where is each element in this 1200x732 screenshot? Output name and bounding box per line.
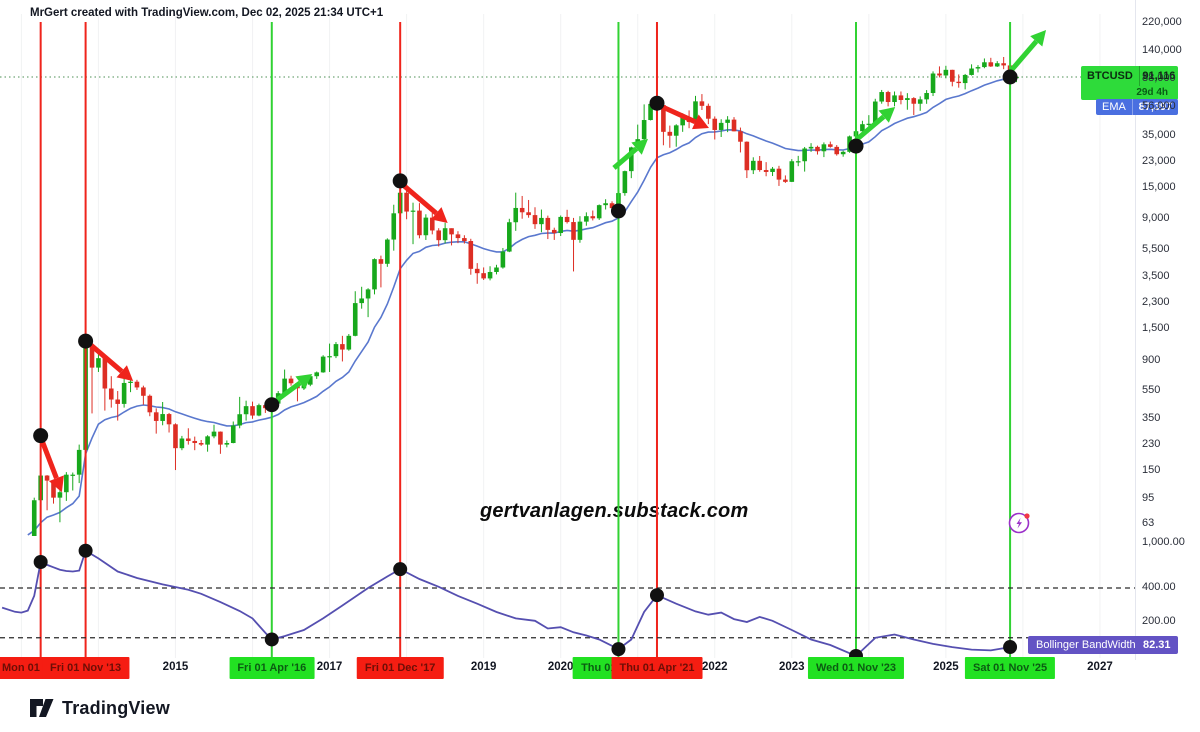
year-label[interactable]: 2015 — [162, 661, 189, 673]
pivot-dot[interactable] — [33, 428, 49, 444]
bbw-pivot-dot[interactable] — [611, 642, 626, 657]
pivot-dot[interactable] — [848, 138, 864, 154]
bbw-pivot-dot[interactable] — [33, 554, 48, 569]
price-axis-label: 23,000 — [1142, 154, 1176, 167]
last-price-value: 91,116 — [1142, 70, 1176, 82]
pivot-dot[interactable] — [649, 95, 665, 111]
chart-attribution-title: MrGert created with TradingView.com, Dec… — [30, 7, 384, 19]
trend-arrow-head[interactable] — [1030, 29, 1047, 47]
trend-arrow[interactable] — [657, 102, 697, 125]
trend-arrow[interactable] — [399, 181, 438, 216]
alert-lightning-icon[interactable] — [1007, 510, 1033, 536]
symbol-price-badge: BTCUSD 91,116 29d 4h — [1081, 66, 1178, 100]
bbw-pivot-dot[interactable] — [1003, 640, 1018, 655]
price-axis-label: 220,000 — [1142, 15, 1182, 28]
indicator-name-badge[interactable]: Bollinger BandWidth — [1028, 636, 1144, 654]
pivot-dot[interactable] — [1002, 69, 1018, 85]
price-axis-label: 140,000 — [1142, 43, 1182, 56]
trend-arrow[interactable] — [1006, 39, 1039, 76]
trend-arrow[interactable] — [84, 339, 124, 374]
price-axis-label: 63 — [1142, 517, 1155, 530]
pivot-dot[interactable] — [392, 173, 408, 189]
price-axis-label: 900 — [1142, 353, 1161, 366]
event-lines — [39, 22, 1012, 657]
symbol-label: BTCUSD — [1081, 66, 1140, 86]
price-axis-label: 1,500 — [1142, 322, 1170, 335]
bar-countdown: 29d 4h — [1136, 87, 1168, 98]
pivot-dot[interactable] — [264, 397, 280, 413]
price-axis-label: 350 — [1142, 411, 1161, 424]
bbw-pivot-dot[interactable] — [78, 543, 93, 558]
bbw-line — [1, 549, 1011, 658]
trend-arrow-head[interactable] — [692, 114, 709, 130]
price-axis-label: 3,500 — [1142, 270, 1170, 283]
event-date-badge[interactable]: Fri 01 Dec '17 — [356, 657, 444, 679]
trend-arrow[interactable] — [38, 436, 59, 480]
price-axis-label: 56,000 — [1142, 99, 1176, 112]
ema-label: EMA — [1096, 99, 1133, 115]
event-date-badge[interactable]: Fri 01 Apr '16 — [229, 657, 315, 679]
trend-arrow-head[interactable] — [878, 106, 896, 123]
ema-value-badge: EMA 87,397 — [1096, 99, 1178, 115]
year-label[interactable]: 2019 — [470, 661, 497, 673]
annotations — [33, 29, 1047, 663]
price-axis[interactable] — [1135, 0, 1200, 660]
trend-arrow[interactable] — [612, 146, 639, 170]
tradingview-logo[interactable]: TradingView — [28, 695, 170, 721]
price-axis-label: 88,000 — [1142, 72, 1176, 85]
price-axis-label: 2,300 — [1142, 296, 1170, 309]
year-label[interactable]: 2027 — [1087, 661, 1113, 673]
pivot-dot[interactable] — [610, 203, 626, 219]
watermark-text: gertvanlagen.substack.com — [480, 500, 749, 522]
year-label[interactable]: 2025 — [933, 661, 959, 673]
price-pane — [0, 56, 1135, 536]
candles — [31, 56, 1019, 536]
bbw-axis-label: 1,000.00 — [1142, 536, 1185, 548]
price-axis-label: 35,000 — [1142, 128, 1176, 141]
ema-line — [27, 78, 1017, 536]
trend-arrow-head[interactable] — [631, 138, 648, 155]
trend-arrow-head[interactable] — [116, 365, 134, 382]
year-label[interactable]: 2020 — [547, 661, 574, 673]
year-label[interactable]: 2023 — [779, 661, 805, 673]
bbw-pivot-dot[interactable] — [649, 588, 664, 603]
bbw-axis-label: 200.00 — [1142, 614, 1176, 627]
bbw-pivot-dot[interactable] — [393, 562, 408, 577]
trend-arrow[interactable] — [854, 114, 886, 142]
event-date-badge[interactable]: Wed 01 Nov '23 — [807, 657, 905, 679]
year-label[interactable]: 2022 — [701, 661, 728, 673]
price-axis-label: 5,500 — [1142, 242, 1170, 255]
pivot-dot[interactable] — [78, 333, 94, 349]
price-axis-label: 230 — [1142, 437, 1161, 450]
trend-arrow[interactable] — [275, 380, 302, 403]
year-gridlines — [20, 14, 1101, 658]
bbw-pivot-dot[interactable] — [264, 632, 279, 647]
year-label[interactable]: 2017 — [316, 661, 343, 673]
price-axis-label: 9,000 — [1142, 212, 1170, 225]
indicator-value-badge: 82.31 — [1136, 636, 1178, 654]
time-axis[interactable]: 2015 2017 2019 2020 2022 2023 2025 2027 Mon 01 A… — [0, 656, 1200, 686]
event-date-badge[interactable]: Fri 01 Nov '13 — [42, 657, 130, 679]
event-date-badge[interactable]: Thu 01 Apr '21 — [611, 657, 703, 679]
bbw-pane — [0, 549, 1135, 658]
event-date-badge[interactable]: Sat 01 Nov '25 — [965, 657, 1056, 679]
price-axis-label: 15,000 — [1142, 180, 1176, 193]
trend-arrow-head[interactable] — [48, 475, 64, 493]
tradingview-logo-text: TradingView — [62, 697, 170, 718]
trend-arrow-head[interactable] — [295, 373, 313, 390]
price-axis-label: 95 — [1142, 491, 1155, 504]
bbw-axis-label: 400.00 — [1142, 580, 1176, 593]
price-axis-label: 550 — [1142, 384, 1161, 397]
trend-arrow-head[interactable] — [431, 207, 448, 223]
price-axis-label: 150 — [1142, 463, 1161, 476]
tradingview-logo-icon — [30, 699, 54, 717]
ema-value: 87,397 — [1138, 101, 1173, 113]
